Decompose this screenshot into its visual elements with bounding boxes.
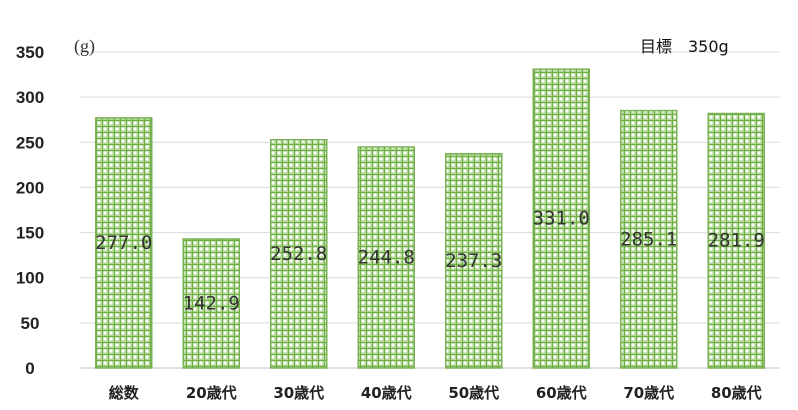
data-label: 244.8 <box>358 246 415 268</box>
y-tick-label: 300 <box>16 88 44 107</box>
x-tick-label: 50歳代 <box>448 384 499 402</box>
target-annotation: 目標 350g <box>640 37 729 56</box>
bar-0 <box>95 117 153 369</box>
bar-2 <box>270 139 328 369</box>
y-tick-label: 100 <box>16 269 44 288</box>
data-label: 277.0 <box>95 232 152 254</box>
x-tick-label: 30歳代 <box>273 384 324 402</box>
bar-5 <box>532 68 590 369</box>
bar-4 <box>445 153 503 369</box>
data-label: 252.8 <box>270 243 327 265</box>
data-label: 281.9 <box>708 230 765 252</box>
x-tick-label: 80歳代 <box>711 384 762 402</box>
bar-6 <box>620 109 678 369</box>
y-tick-label: 150 <box>16 224 44 243</box>
bar-1 <box>182 238 240 369</box>
x-tick-label: 40歳代 <box>361 384 412 402</box>
data-label: 285.1 <box>620 228 677 250</box>
y-tick-label: 0 <box>25 359 34 378</box>
x-tick-label: 60歳代 <box>536 384 587 402</box>
y-tick-label: 350 <box>16 43 44 62</box>
y-tick-label: 200 <box>16 178 44 197</box>
bar-3 <box>357 146 415 369</box>
x-tick-label: 総数 <box>109 384 140 402</box>
y-tick-label: 250 <box>16 133 44 152</box>
data-label: 142.9 <box>183 292 240 314</box>
y-unit-label: (g) <box>74 36 95 57</box>
data-label: 331.0 <box>533 208 590 230</box>
y-tick-label: 50 <box>21 314 40 333</box>
data-label: 237.3 <box>445 250 502 272</box>
x-tick-label: 70歳代 <box>623 384 674 402</box>
x-tick-label: 20歳代 <box>186 384 237 402</box>
bar-7 <box>707 112 765 369</box>
